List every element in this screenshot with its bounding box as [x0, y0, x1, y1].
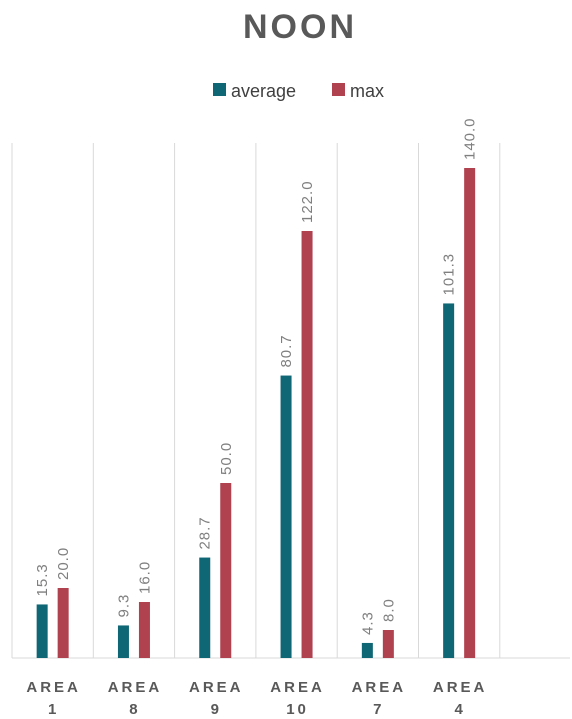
x-tick-label: AREA 8	[108, 679, 163, 718]
bar-average-area-8	[117, 625, 129, 658]
bars	[36, 168, 476, 658]
data-label-max: 50.0	[218, 442, 235, 475]
legend: average max	[213, 81, 384, 101]
data-label-average: 4.3	[359, 611, 376, 635]
legend-label-average: average	[231, 81, 296, 101]
data-label-max: 140.0	[462, 117, 479, 160]
legend-swatch-average	[213, 83, 226, 96]
x-tick-label: AREA 10	[270, 679, 325, 718]
data-label-average: 28.7	[197, 516, 214, 549]
data-label-average: 101.3	[441, 253, 458, 296]
chart-title: NOON	[243, 8, 357, 46]
bar-average-area-9	[199, 557, 211, 658]
bar-max-area-4	[464, 168, 476, 658]
category-gridlines	[11, 143, 570, 659]
bar-average-area-7	[361, 642, 373, 658]
x-tick-label: AREA 7	[352, 679, 407, 718]
legend-label-max: max	[350, 81, 384, 101]
data-label-max: 122.0	[299, 180, 316, 223]
data-label-average: 80.7	[278, 334, 295, 367]
bar-average-area-1	[36, 604, 48, 658]
bar-average-area-10	[280, 375, 292, 658]
bar-max-area-1	[57, 588, 69, 658]
data-label-max: 16.0	[136, 561, 153, 594]
data-label-max: 20.0	[55, 547, 72, 580]
x-axis: AREA 1 AREA 8 AREA 9 AREA 10 AREA 7 AREA 4	[26, 679, 488, 718]
data-labels: 15.3 20.0 9.316.0 28.7 50.0 80.7 122.0 4.38.0 10…	[34, 117, 479, 635]
bar-max-area-8	[138, 602, 150, 658]
bar-max-area-9	[220, 483, 232, 658]
data-label-max: 8.0	[380, 598, 397, 622]
x-tick-label: AREA 9	[189, 679, 244, 718]
bar-max-area-10	[301, 231, 313, 658]
x-tick-label: AREA 4	[433, 679, 488, 718]
x-tick-label: AREA 1	[26, 679, 81, 718]
legend-swatch-max	[332, 83, 345, 96]
data-label-average: 9.3	[115, 594, 132, 618]
data-label-average: 15.3	[34, 563, 51, 596]
bar-max-area-7	[382, 630, 394, 658]
bar-average-area-4	[443, 303, 455, 658]
